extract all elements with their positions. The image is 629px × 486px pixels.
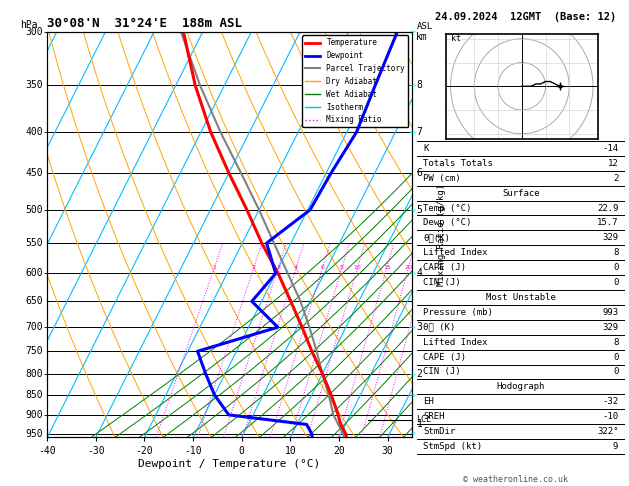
Text: 750: 750: [25, 346, 43, 356]
Text: 550: 550: [25, 238, 43, 248]
Text: Lifted Index: Lifted Index: [423, 338, 487, 347]
Text: -10: -10: [602, 412, 618, 421]
Text: 15.7: 15.7: [597, 218, 618, 227]
Text: 7: 7: [416, 127, 422, 137]
Text: 329: 329: [602, 323, 618, 332]
Text: 3: 3: [416, 322, 422, 332]
Text: LCL: LCL: [416, 415, 431, 424]
Text: →: →: [408, 205, 416, 214]
Text: Dewp (°C): Dewp (°C): [423, 218, 472, 227]
Text: Pressure (mb): Pressure (mb): [423, 308, 493, 317]
Text: 2: 2: [613, 174, 618, 183]
Text: ASL: ASL: [416, 22, 433, 31]
Text: 322°: 322°: [597, 427, 618, 436]
Text: hPa: hPa: [20, 19, 38, 30]
Text: 12: 12: [608, 159, 618, 168]
Text: 850: 850: [25, 390, 43, 400]
Text: Surface: Surface: [502, 189, 540, 198]
Text: 2: 2: [252, 265, 256, 270]
Text: 10: 10: [353, 265, 361, 270]
Text: CAPE (J): CAPE (J): [423, 352, 466, 362]
Text: →: →: [408, 429, 416, 438]
Text: Lifted Index: Lifted Index: [423, 248, 487, 257]
Text: 1: 1: [416, 419, 422, 430]
Text: -32: -32: [602, 397, 618, 406]
Text: 950: 950: [25, 429, 43, 439]
Text: θᴄ (K): θᴄ (K): [423, 323, 455, 332]
Text: 3: 3: [276, 265, 280, 270]
Text: 8: 8: [416, 80, 422, 90]
Text: 0: 0: [613, 263, 618, 272]
Text: 329: 329: [602, 233, 618, 243]
Text: Most Unstable: Most Unstable: [486, 293, 556, 302]
Text: 24.09.2024  12GMT  (Base: 12): 24.09.2024 12GMT (Base: 12): [435, 12, 616, 22]
Text: 500: 500: [25, 205, 43, 215]
Text: θᴄ(K): θᴄ(K): [423, 233, 450, 243]
Text: Totals Totals: Totals Totals: [423, 159, 493, 168]
Text: -14: -14: [602, 144, 618, 153]
Text: 8: 8: [613, 338, 618, 347]
Text: 9: 9: [613, 442, 618, 451]
Text: 6: 6: [416, 168, 422, 178]
Text: →: →: [408, 269, 416, 278]
Text: © weatheronline.co.uk: © weatheronline.co.uk: [464, 474, 568, 484]
Text: Hodograph: Hodograph: [497, 382, 545, 391]
Text: 800: 800: [25, 369, 43, 379]
Text: →: →: [408, 27, 416, 36]
Text: 300: 300: [25, 27, 43, 36]
Text: EH: EH: [423, 397, 434, 406]
Text: 350: 350: [25, 80, 43, 90]
Text: km: km: [416, 32, 428, 42]
Text: StmSpd (kt): StmSpd (kt): [423, 442, 482, 451]
Text: CIN (J): CIN (J): [423, 278, 461, 287]
Text: 0: 0: [613, 278, 618, 287]
Text: 0: 0: [613, 367, 618, 377]
Text: 650: 650: [25, 296, 43, 306]
Text: 6: 6: [321, 265, 325, 270]
Text: 8: 8: [613, 248, 618, 257]
Text: kt: kt: [450, 34, 460, 43]
Text: 22.9: 22.9: [597, 204, 618, 212]
Text: 400: 400: [25, 127, 43, 137]
Text: 15: 15: [383, 265, 391, 270]
X-axis label: Dewpoint / Temperature (°C): Dewpoint / Temperature (°C): [138, 459, 321, 469]
Text: 0: 0: [613, 352, 618, 362]
Legend: Temperature, Dewpoint, Parcel Trajectory, Dry Adiabat, Wet Adiabat, Isotherm, Mi: Temperature, Dewpoint, Parcel Trajectory…: [302, 35, 408, 127]
Text: 450: 450: [25, 168, 43, 178]
Text: 900: 900: [25, 410, 43, 420]
Text: 20: 20: [404, 265, 413, 270]
Text: →: →: [408, 390, 416, 399]
Text: →: →: [408, 323, 416, 332]
Text: SREH: SREH: [423, 412, 445, 421]
Text: PW (cm): PW (cm): [423, 174, 461, 183]
Text: 600: 600: [25, 268, 43, 278]
Text: 4: 4: [294, 265, 298, 270]
Text: →: →: [408, 369, 416, 378]
Text: StmDir: StmDir: [423, 427, 455, 436]
Text: Temp (°C): Temp (°C): [423, 204, 472, 212]
Text: Mixing Ratio (g/kg): Mixing Ratio (g/kg): [437, 183, 446, 286]
Text: K: K: [423, 144, 428, 153]
Text: 993: 993: [602, 308, 618, 317]
Text: 5: 5: [416, 205, 422, 215]
Text: 700: 700: [25, 322, 43, 332]
Text: 4: 4: [416, 268, 422, 278]
Text: →: →: [408, 81, 416, 90]
Text: 2: 2: [416, 369, 422, 379]
Text: 8: 8: [340, 265, 344, 270]
Text: →: →: [408, 127, 416, 137]
Text: 1: 1: [213, 265, 216, 270]
Text: 30°08'N  31°24'E  188m ASL: 30°08'N 31°24'E 188m ASL: [47, 17, 242, 31]
Text: CAPE (J): CAPE (J): [423, 263, 466, 272]
Text: CIN (J): CIN (J): [423, 367, 461, 377]
